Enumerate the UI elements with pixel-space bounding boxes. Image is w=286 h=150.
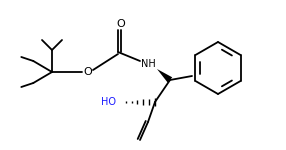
Text: NH: NH xyxy=(141,59,155,69)
Polygon shape xyxy=(157,69,172,83)
Text: O: O xyxy=(117,19,125,29)
Text: HO: HO xyxy=(101,97,116,107)
Text: O: O xyxy=(84,67,92,77)
